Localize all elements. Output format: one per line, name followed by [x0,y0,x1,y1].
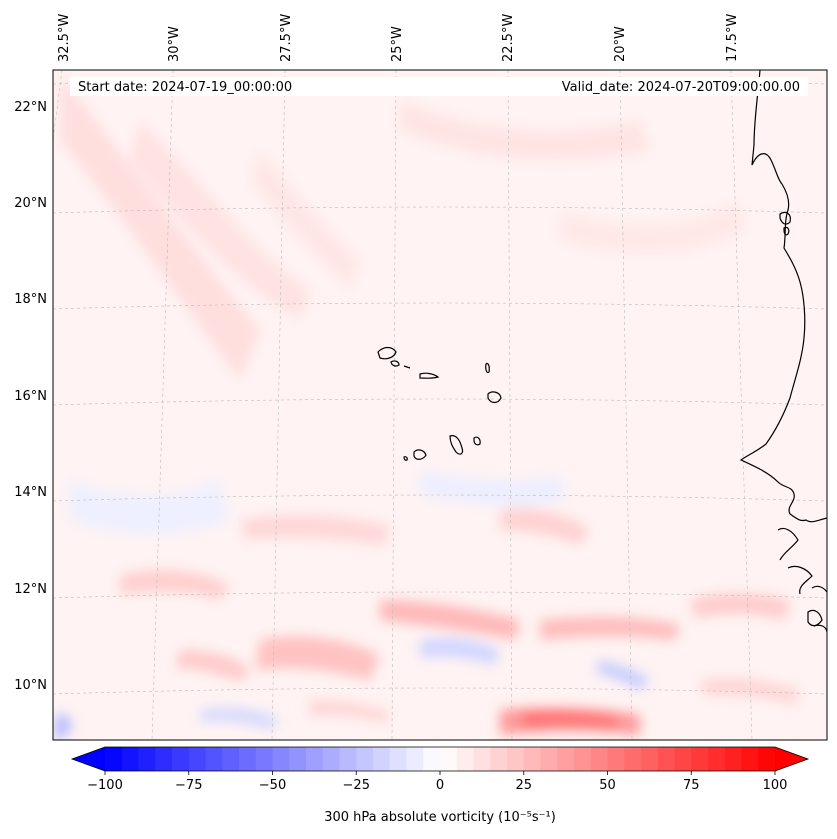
island-fogo [413,449,427,460]
date-info-bar: Start date: 2024-07-19_00:00:00 Valid_da… [70,77,808,96]
colorbar-tick-label: 100 [763,778,788,793]
colorbar-tick-label: 75 [683,778,700,793]
colorbar-step [255,747,274,771]
island-sao-nicolau [419,372,440,379]
colorbar-step [339,747,357,771]
colorbar-step [691,747,709,771]
colorbar-step [657,747,676,771]
colorbar-extend-min [72,747,105,771]
island-santo-antao [377,346,397,360]
colorbar-step [473,747,491,771]
map-frame [52,69,828,741]
colorbar-step [222,747,240,771]
colorbar-step [389,747,408,771]
colorbar-step [708,747,726,771]
colorbar-step [507,747,525,771]
latitude-labels: 22°N 20°N 18°N 16°N 14°N 12°N 10°N [14,100,47,693]
lat-label: 10°N [14,678,47,693]
lon-label: 17.5°W [725,14,740,62]
island-santiago [449,435,464,455]
colorbar: −100 −75 −50 −25 0 25 50 75 100 300 hPa absolute… [70,746,810,825]
colorbar-step [624,747,642,771]
colorbar-tick-label: −100 [87,778,123,793]
colorbar-tick-label: −25 [343,778,370,793]
colorbar-step [641,747,659,771]
colorbar-steps [70,746,810,772]
colorbar-step [172,747,190,771]
map-area[interactable]: Start date: 2024-07-19_00:00:00 Valid_da… [53,70,827,740]
colorbar-ticks: −100 −75 −50 −25 0 25 50 75 100 [87,771,787,793]
lon-label: 32.5°W [57,14,72,62]
vorticity-field [54,75,800,740]
start-date-label: Start date: 2024-07-19_00:00:00 [78,80,292,95]
island-sao-vicente [390,360,400,367]
colorbar-step [205,747,223,771]
colorbar-step [121,747,140,771]
colorbar-step [758,747,776,771]
island-sal [485,362,490,374]
colorbar-step [574,747,592,771]
colorbar-step [239,747,257,771]
colorbar-step [289,747,307,771]
colorbar-step [406,747,424,771]
colorbar-step [306,747,324,771]
colorbar-tick-label: 50 [599,778,616,793]
colorbar-step [540,747,558,771]
colorbar-step [155,747,173,771]
colorbar-step [440,747,458,771]
colorbar-tick-label: 25 [515,778,532,793]
lat-label: 16°N [14,389,47,404]
colorbar-extend-max [775,747,808,771]
coastlines [739,70,827,633]
island-boa-vista [487,391,502,404]
island-maio [473,436,481,446]
colorbar-step [322,747,341,771]
lat-label: 14°N [14,485,47,500]
colorbar-tick-label: 0 [436,778,444,793]
date-info-background [70,77,808,96]
island-santa-luzia [403,365,411,369]
lon-label: 30°W [167,26,182,62]
colorbar-tick-label: −50 [259,778,286,793]
island-brava [403,456,408,461]
colorbar-step [188,747,207,771]
longitude-labels: 32.5°W 30°W 27.5°W 25°W 22.5°W 20°W 17.5… [57,14,740,62]
colorbar-step [741,747,759,771]
colorbar-step [557,747,575,771]
colorbar-step [674,747,692,771]
lon-label: 27.5°W [279,14,294,62]
cape-verde-islands [377,346,502,461]
colorbar-step [607,747,625,771]
lat-label: 18°N [14,292,47,307]
colorbar-step [456,747,475,771]
lat-label: 22°N [14,100,47,115]
colorbar-step [272,747,290,771]
colorbar-step [356,747,374,771]
colorbar-step [423,747,441,771]
colorbar-tick-label: −75 [175,778,202,793]
colorbar-step [138,747,156,771]
colorbar-step [590,747,609,771]
lon-label: 22.5°W [501,14,516,62]
lat-label: 12°N [14,582,47,597]
colorbar-step [373,747,391,771]
lon-label: 20°W [613,26,628,62]
valid-date-label: Valid_date: 2024-07-20T09:00:00.00 [562,80,800,95]
lat-label: 20°N [14,196,47,211]
colorbar-step [105,747,123,771]
africa-coastline [739,70,827,523]
colorbar-step [724,747,743,771]
colorbar-label: 300 hPa absolute vorticity (10⁻⁵s⁻¹) [324,810,556,825]
colorbar-step [523,747,542,771]
colorbar-step [490,747,508,771]
lon-label: 25°W [390,26,405,62]
